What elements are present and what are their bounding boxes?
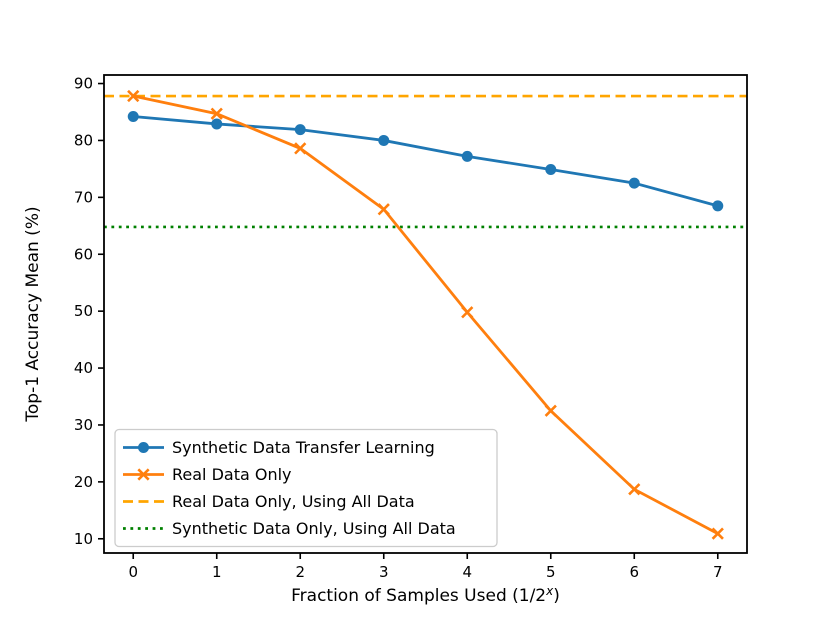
- legend-item-real-data-only: Real Data Only: [123, 465, 292, 484]
- data-point-circle: [378, 134, 390, 146]
- y-tick-label: 30: [74, 416, 93, 434]
- x-tick-label: 4: [462, 563, 472, 581]
- series-line: [132, 94, 719, 535]
- y-tick-label: 50: [74, 302, 93, 320]
- y-tick-label: 40: [74, 359, 93, 377]
- y-tick-label: 10: [74, 530, 93, 548]
- y-tick-label: 60: [74, 245, 93, 263]
- data-point-circle: [712, 200, 724, 212]
- data-point-circle: [545, 163, 557, 175]
- data-point-x: [210, 107, 223, 120]
- legend-item-synthetic-data-transfer-learning: Synthetic Data Transfer Learning: [123, 438, 435, 457]
- legend-label: Real Data Only: [172, 465, 292, 484]
- y-axis-label: Top-1 Accuracy Mean (%): [23, 206, 43, 422]
- legend-label: Synthetic Data Transfer Learning: [172, 438, 435, 457]
- data-point-x: [377, 203, 390, 216]
- legend-item-synthetic-data-only-using-all-data: Synthetic Data Only, Using All Data: [123, 519, 456, 538]
- y-tick-label: 90: [74, 75, 93, 93]
- data-point-x: [544, 404, 557, 417]
- data-point-x: [711, 527, 724, 540]
- legend-label: Synthetic Data Only, Using All Data: [172, 519, 456, 538]
- data-point-circle: [138, 442, 149, 453]
- data-point-circle: [628, 177, 640, 189]
- legend: Synthetic Data Transfer Learning Real Dat…: [114, 428, 498, 548]
- data-point-circle: [127, 111, 139, 123]
- legend-box: [114, 428, 498, 548]
- data-point-circle: [294, 124, 306, 136]
- x-tick-label: 3: [379, 563, 389, 581]
- x-tick-label: 7: [713, 563, 723, 581]
- x-tick-label: 1: [212, 563, 222, 581]
- legend-label: Real Data Only, Using All Data: [172, 492, 415, 511]
- y-tick-label: 20: [74, 473, 93, 491]
- data-point-x: [127, 89, 140, 103]
- y-tick-label: 80: [74, 131, 93, 149]
- legend-item-real-data-only-using-all-data: Real Data Only, Using All Data: [123, 492, 415, 511]
- x-tick-label: 5: [546, 563, 556, 581]
- x-tick-label: 0: [128, 563, 138, 581]
- x-axis-label: Fraction of Samples Used (1/2x): [291, 584, 560, 606]
- x-tick-label: 6: [629, 563, 639, 581]
- x-tick-label: 2: [295, 563, 305, 581]
- data-point-x: [628, 483, 641, 496]
- y-tick-label: 70: [74, 188, 93, 206]
- plot-frame: [103, 74, 748, 554]
- data-point-x: [137, 468, 150, 481]
- data-point-x: [461, 306, 474, 319]
- series-line: [133, 115, 719, 208]
- data-point-circle: [461, 150, 473, 162]
- data-point-x: [294, 142, 307, 155]
- series-synthetic-data-transfer-learning: [127, 111, 724, 212]
- data-point-circle: [211, 118, 223, 130]
- series-real-data-only: [127, 89, 724, 540]
